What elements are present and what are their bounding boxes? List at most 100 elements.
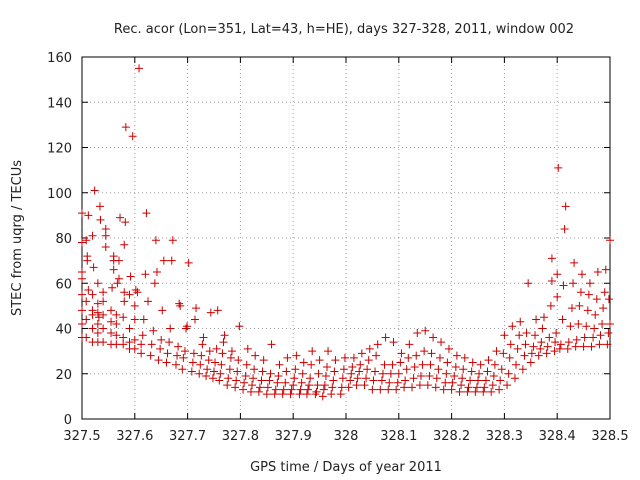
- x-tick-label: 327.8: [222, 429, 259, 444]
- data-point: [413, 329, 422, 338]
- data-point: [199, 333, 208, 342]
- data-point: [320, 381, 329, 390]
- data-point: [467, 367, 476, 376]
- data-point: [273, 378, 282, 387]
- y-tick-label: 0: [64, 413, 72, 428]
- x-tick-label: 327.6: [116, 429, 153, 444]
- data-point: [579, 342, 588, 351]
- data-point: [516, 317, 525, 326]
- data-point: [305, 381, 314, 390]
- data-point: [220, 331, 229, 340]
- data-point: [101, 231, 110, 240]
- x-tick-label: 328.1: [380, 429, 417, 444]
- grid-lines: [82, 57, 610, 419]
- data-point: [537, 338, 546, 347]
- data-point: [410, 362, 419, 371]
- data-point: [232, 376, 241, 385]
- data-point: [392, 385, 401, 394]
- data-point: [88, 231, 97, 240]
- data-point: [82, 297, 91, 306]
- data-point: [319, 385, 328, 394]
- data-point: [564, 338, 573, 347]
- data-point: [432, 374, 441, 383]
- data-point: [84, 211, 93, 220]
- data-point: [604, 329, 613, 338]
- data-point: [88, 324, 97, 333]
- data-point: [250, 365, 259, 374]
- data-point: [291, 365, 300, 374]
- data-point: [139, 315, 148, 324]
- data-point: [275, 360, 284, 369]
- data-point: [583, 306, 592, 315]
- data-point: [451, 362, 460, 371]
- data-point: [246, 387, 255, 396]
- data-point: [183, 322, 192, 331]
- data-point: [547, 254, 556, 263]
- data-point: [233, 367, 242, 376]
- data-point: [566, 322, 575, 331]
- data-point: [496, 376, 505, 385]
- data-point: [397, 349, 406, 358]
- data-point: [93, 279, 102, 288]
- data-point: [178, 365, 187, 374]
- data-point: [512, 360, 521, 369]
- data-point: [307, 360, 316, 369]
- data-point: [368, 385, 377, 394]
- data-point: [450, 372, 459, 381]
- data-point: [257, 376, 266, 385]
- data-point: [526, 358, 535, 367]
- data-point: [431, 383, 440, 392]
- data-point: [570, 258, 579, 267]
- data-point: [88, 306, 97, 315]
- data-point: [263, 383, 272, 392]
- data-point: [121, 218, 130, 227]
- data-point: [489, 372, 498, 381]
- data-point: [296, 385, 305, 394]
- data-point: [262, 390, 271, 399]
- data-point: [474, 376, 482, 385]
- data-point: [283, 353, 292, 362]
- data-point: [337, 383, 346, 392]
- data-point: [522, 329, 531, 338]
- data-point: [327, 390, 336, 399]
- data-point: [574, 319, 583, 328]
- data-point: [163, 349, 172, 358]
- data-point: [556, 340, 565, 349]
- data-point: [93, 308, 102, 317]
- data-point: [298, 369, 307, 378]
- data-point: [259, 356, 268, 365]
- data-point: [189, 349, 198, 358]
- y-tick-label: 160: [47, 51, 72, 66]
- data-point: [591, 310, 600, 319]
- data-point: [346, 376, 355, 385]
- data-point: [215, 376, 224, 385]
- data-point: [311, 390, 320, 399]
- data-point: [569, 279, 578, 288]
- data-point: [234, 356, 243, 365]
- data-point: [289, 381, 298, 390]
- y-tick-label: 100: [47, 187, 72, 202]
- data-point: [130, 315, 139, 324]
- data-point: [211, 358, 220, 367]
- data-point: [223, 381, 232, 390]
- data-point: [582, 322, 591, 331]
- data-point: [116, 213, 125, 222]
- data-point: [550, 347, 559, 356]
- data-point: [210, 367, 218, 376]
- data-point: [184, 258, 193, 267]
- data-point: [542, 349, 551, 358]
- data-point: [112, 340, 121, 349]
- data-point: [520, 351, 529, 360]
- data-point: [418, 360, 427, 369]
- data-point: [114, 256, 123, 265]
- data-point: [455, 387, 464, 396]
- data-point: [282, 367, 291, 376]
- data-point: [355, 367, 364, 376]
- data-point: [166, 324, 175, 333]
- data-point: [339, 365, 348, 374]
- data-point: [567, 304, 576, 313]
- data-point: [235, 322, 244, 331]
- data-point: [125, 338, 134, 347]
- data-point: [107, 317, 116, 326]
- data-point: [468, 358, 477, 367]
